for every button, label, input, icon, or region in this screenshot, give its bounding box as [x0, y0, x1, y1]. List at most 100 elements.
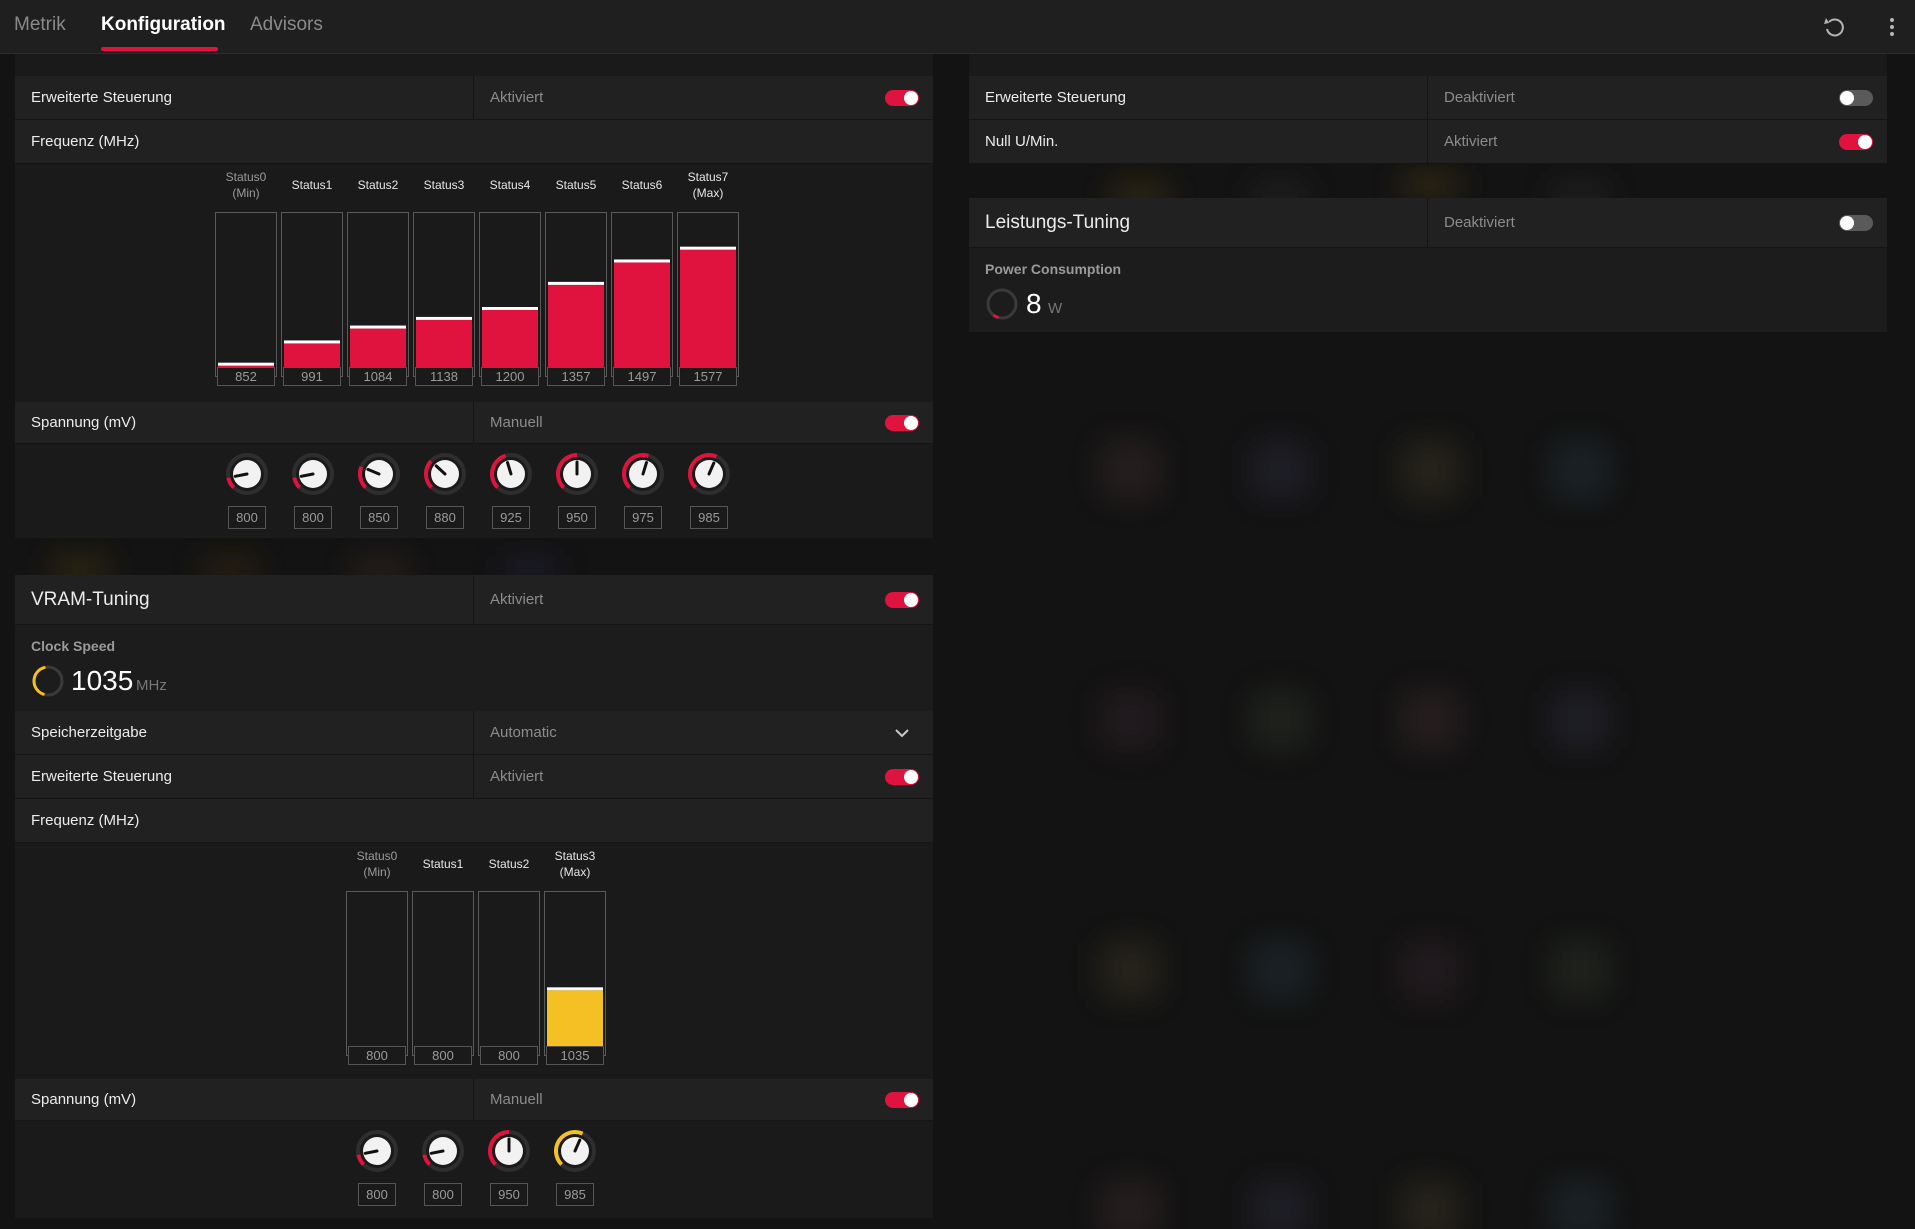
state-label: Status0 [357, 849, 398, 863]
frequency-value-box[interactable] [349, 367, 407, 386]
frequency-value-box[interactable] [283, 367, 341, 386]
voltage-value-box[interactable] [294, 506, 332, 529]
voltage-knob-arc [358, 465, 368, 489]
vram-advanced-control-label: Erweiterte Steuerung [31, 768, 172, 785]
frequency-value-box[interactable] [217, 367, 275, 386]
frequency-slider-handle[interactable] [680, 246, 736, 250]
voltage-knob-pointer [233, 472, 249, 478]
frequency-slider-handle[interactable] [284, 340, 340, 344]
voltage-knob-arc [556, 453, 578, 489]
vram-advanced-control-toggle[interactable] [885, 769, 919, 785]
voltage-value-box[interactable] [424, 1183, 462, 1206]
gpu-advanced-control-label: Erweiterte Steuerung [31, 89, 172, 106]
frequency-value: 1497 [628, 369, 657, 384]
frequency-slider-handle[interactable] [614, 259, 670, 263]
fan-tuning-panel: Erweiterte Steuerung Deaktiviert Null U/… [969, 54, 1887, 164]
voltage-knob-arc [424, 459, 434, 489]
voltage-value-box[interactable] [426, 506, 464, 529]
frequency-slider-handle[interactable] [218, 362, 274, 366]
frequency-value-box[interactable] [679, 367, 737, 386]
vram-advanced-control-row: Erweiterte Steuerung Aktiviert [15, 755, 933, 799]
frequency-slider-handle[interactable] [482, 307, 538, 310]
frequency-slider-fill [614, 262, 670, 374]
gpu-frequency-label: Frequenz (MHz) [31, 133, 140, 150]
vram-clock-speed-value: 1035 [71, 665, 134, 696]
gauge-arc [32, 666, 46, 696]
state-label: Status4 [490, 178, 531, 192]
frequency-slider-fill [482, 310, 538, 374]
frequency-value: 852 [235, 369, 257, 384]
frequency-value-box[interactable] [480, 1046, 538, 1065]
voltage-value-box[interactable] [360, 506, 398, 529]
voltage-value-box[interactable] [358, 1183, 396, 1206]
power-consumption-value: 8 [1026, 288, 1042, 319]
power-tuning-toggle[interactable] [1839, 215, 1873, 231]
vram-tuning-panel: VRAM-Tuning Aktiviert Clock Speed 1035 M… [15, 575, 933, 1218]
voltage-knob-ring [226, 453, 268, 495]
state-label: Status3 [555, 849, 596, 863]
frequency-value-box[interactable] [613, 367, 671, 386]
frequency-value-box[interactable] [348, 1046, 406, 1065]
frequency-slider-handle[interactable] [547, 987, 603, 991]
frequency-value-box[interactable] [415, 367, 473, 386]
state-sublabel: (Min) [232, 186, 259, 200]
vram-voltage-toggle[interactable] [885, 1092, 919, 1108]
frequency-slider-handle[interactable] [548, 281, 604, 285]
power-gauge-icon [986, 288, 1018, 320]
state-label: Status3 [424, 178, 465, 192]
memory-timing-select[interactable]: Automatic [490, 724, 557, 741]
gpu-voltage-toggle[interactable] [885, 415, 919, 431]
voltage-value-box[interactable] [492, 506, 530, 529]
fan-advanced-control-value: Deaktiviert [1444, 89, 1515, 106]
gpu-advanced-control-toggle[interactable] [885, 90, 919, 106]
zero-rpm-row: Null U/Min. Aktiviert [969, 120, 1887, 164]
gauge-track [986, 288, 1018, 320]
vram-voltage-value: Manuell [490, 1091, 543, 1108]
zero-rpm-toggle[interactable] [1839, 134, 1873, 150]
voltage-value-box[interactable] [690, 506, 728, 529]
chevron-down-icon[interactable] [892, 723, 912, 743]
voltage-knob-pointer [707, 461, 716, 476]
frequency-value: 1357 [562, 369, 591, 384]
voltage-knob-arc [292, 477, 302, 489]
zero-rpm-value: Aktiviert [1444, 133, 1498, 150]
frequency-value-box[interactable] [546, 1046, 604, 1065]
memory-timing-row[interactable]: Speicherzeitgabe Automatic [15, 711, 933, 755]
frequency-slider-track[interactable] [478, 891, 540, 1056]
voltage-knob-pointer [641, 461, 648, 476]
frequency-slider-track[interactable] [215, 212, 277, 377]
state-label: Status7 [688, 170, 729, 184]
frequency-slider-track[interactable] [346, 891, 408, 1056]
voltage-value-box[interactable] [558, 506, 596, 529]
power-tuning-value: Deaktiviert [1444, 214, 1515, 231]
frequency-value-box[interactable] [414, 1046, 472, 1065]
clock-gauge-icon [32, 665, 64, 697]
memory-timing-label: Speicherzeitgabe [31, 724, 147, 741]
frequency-value-box[interactable] [547, 367, 605, 386]
tab-metrik[interactable]: Metrik [14, 14, 66, 35]
fan-advanced-control-toggle[interactable] [1839, 90, 1873, 106]
reset-icon[interactable] [1820, 13, 1848, 41]
voltage-knob-pointer [366, 467, 381, 476]
voltage-value-box[interactable] [490, 1183, 528, 1206]
vram-tuning-toggle[interactable] [885, 592, 919, 608]
voltage-knob-arc [688, 453, 718, 489]
tab-konfiguration[interactable]: Konfiguration [101, 14, 226, 35]
tab-advisors[interactable]: Advisors [250, 14, 323, 35]
voltage-knob-pointer [363, 1149, 379, 1155]
frequency-value-box[interactable] [481, 367, 539, 386]
gpu-voltage-value: Manuell [490, 414, 543, 431]
more-vertical-icon[interactable] [1878, 13, 1906, 41]
frequency-slider-handle[interactable] [416, 316, 472, 320]
voltage-value: 850 [368, 510, 390, 525]
frequency-slider-handle[interactable] [350, 325, 406, 329]
voltage-value-box[interactable] [556, 1183, 594, 1206]
power-tuning-header: Leistungs-Tuning Deaktiviert [969, 198, 1887, 248]
voltage-value-box[interactable] [228, 506, 266, 529]
voltage-value-box[interactable] [624, 506, 662, 529]
frequency-slider-fill [547, 990, 603, 1053]
gpu-advanced-control-value: Aktiviert [490, 89, 544, 106]
vram-tuning-title: VRAM-Tuning [31, 589, 150, 610]
vram-frequency-label: Frequenz (MHz) [31, 812, 140, 829]
frequency-slider-track[interactable] [412, 891, 474, 1056]
